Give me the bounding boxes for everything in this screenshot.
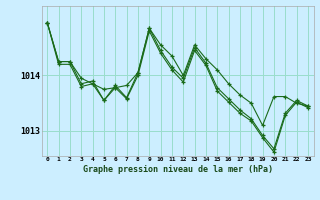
X-axis label: Graphe pression niveau de la mer (hPa): Graphe pression niveau de la mer (hPa)	[83, 165, 273, 174]
